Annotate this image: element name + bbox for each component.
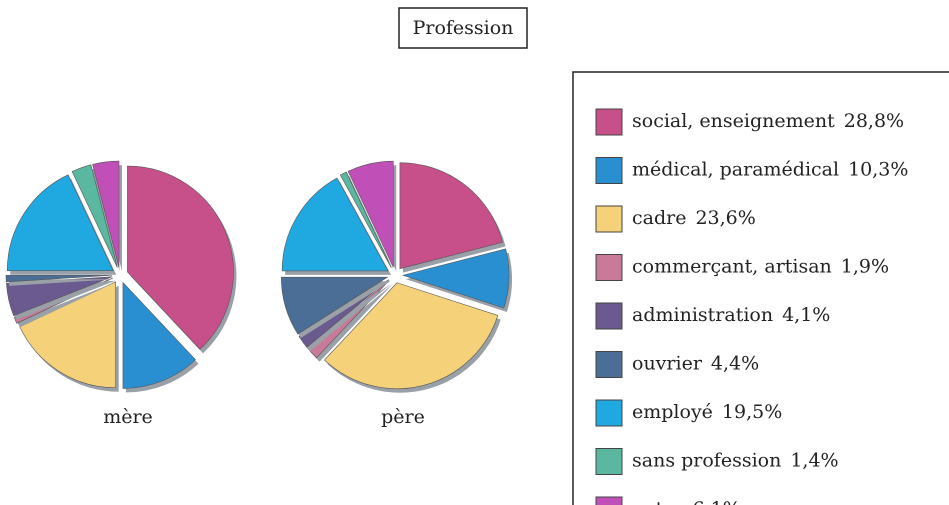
slice (339, 171, 392, 269)
legend-label: cadre (632, 207, 686, 229)
pie-label: mère (103, 406, 153, 428)
slice (324, 282, 499, 390)
legend-value: 4,1% (782, 304, 830, 326)
legend-swatch (595, 399, 623, 427)
legend-value: 19,5% (722, 401, 782, 423)
slice (6, 174, 114, 272)
legend-entry: administration 4,1% (632, 304, 830, 326)
legend-value: 6,1% (693, 498, 741, 505)
legend-entry: cadre 23,6% (632, 207, 756, 229)
legend-swatch (595, 108, 623, 136)
legend-entry: médical, paramédical 10,3% (632, 159, 908, 181)
legend-label: commerçant, artisan (632, 256, 832, 278)
legend-label: sans profession (632, 450, 781, 472)
legend-value: 10,3% (848, 159, 908, 181)
legend-value: 23,6% (695, 207, 755, 229)
slice (401, 248, 510, 309)
pie-label: père (381, 406, 425, 428)
slice (399, 162, 503, 270)
legend-swatch (595, 351, 623, 378)
slice (347, 160, 394, 268)
slice (92, 160, 120, 268)
slice (298, 279, 389, 348)
title-box (398, 7, 528, 49)
legend-entry: autre 6,1% (632, 498, 741, 505)
legend-entry: social, enseignement 28,8% (632, 110, 904, 132)
legend-label: administration (632, 304, 773, 326)
legend-value: 1,4% (790, 450, 838, 472)
legend-swatch (595, 157, 623, 184)
legend-value: 28,8% (844, 110, 904, 132)
legend-label: social, enseignement (632, 110, 835, 132)
legend-value: 1,9% (841, 256, 889, 278)
legend-value: 4,4% (711, 353, 759, 375)
legend-swatch (595, 302, 623, 330)
legend-label: médical, paramédical (632, 159, 839, 181)
legend-entry: commerçant, artisan 1,9% (632, 256, 889, 278)
slice (5, 274, 113, 283)
legend-swatch (595, 205, 623, 233)
slice (127, 165, 234, 350)
slice (281, 276, 389, 335)
chart-title: Profession (413, 17, 514, 39)
legend-entry: ouvrier 4,4% (632, 353, 759, 375)
legend-entry: employé 19,5% (632, 401, 782, 423)
slice (6, 276, 113, 317)
slice-shadow (302, 283, 392, 352)
slice-shadow (17, 282, 116, 328)
legend-label: ouvrier (632, 353, 703, 375)
slice-shadow (9, 279, 116, 286)
slice (19, 281, 117, 389)
slice (281, 177, 389, 272)
legend-label: employé (632, 401, 713, 423)
legend-box (572, 71, 949, 505)
slice (71, 164, 118, 268)
slice (122, 281, 196, 389)
legend-label: autre (632, 498, 684, 505)
legend-entry: sans profession 1,4% (632, 450, 839, 472)
legend-swatch (595, 448, 623, 475)
legend-swatch (595, 254, 623, 281)
legend-swatch (595, 496, 623, 505)
